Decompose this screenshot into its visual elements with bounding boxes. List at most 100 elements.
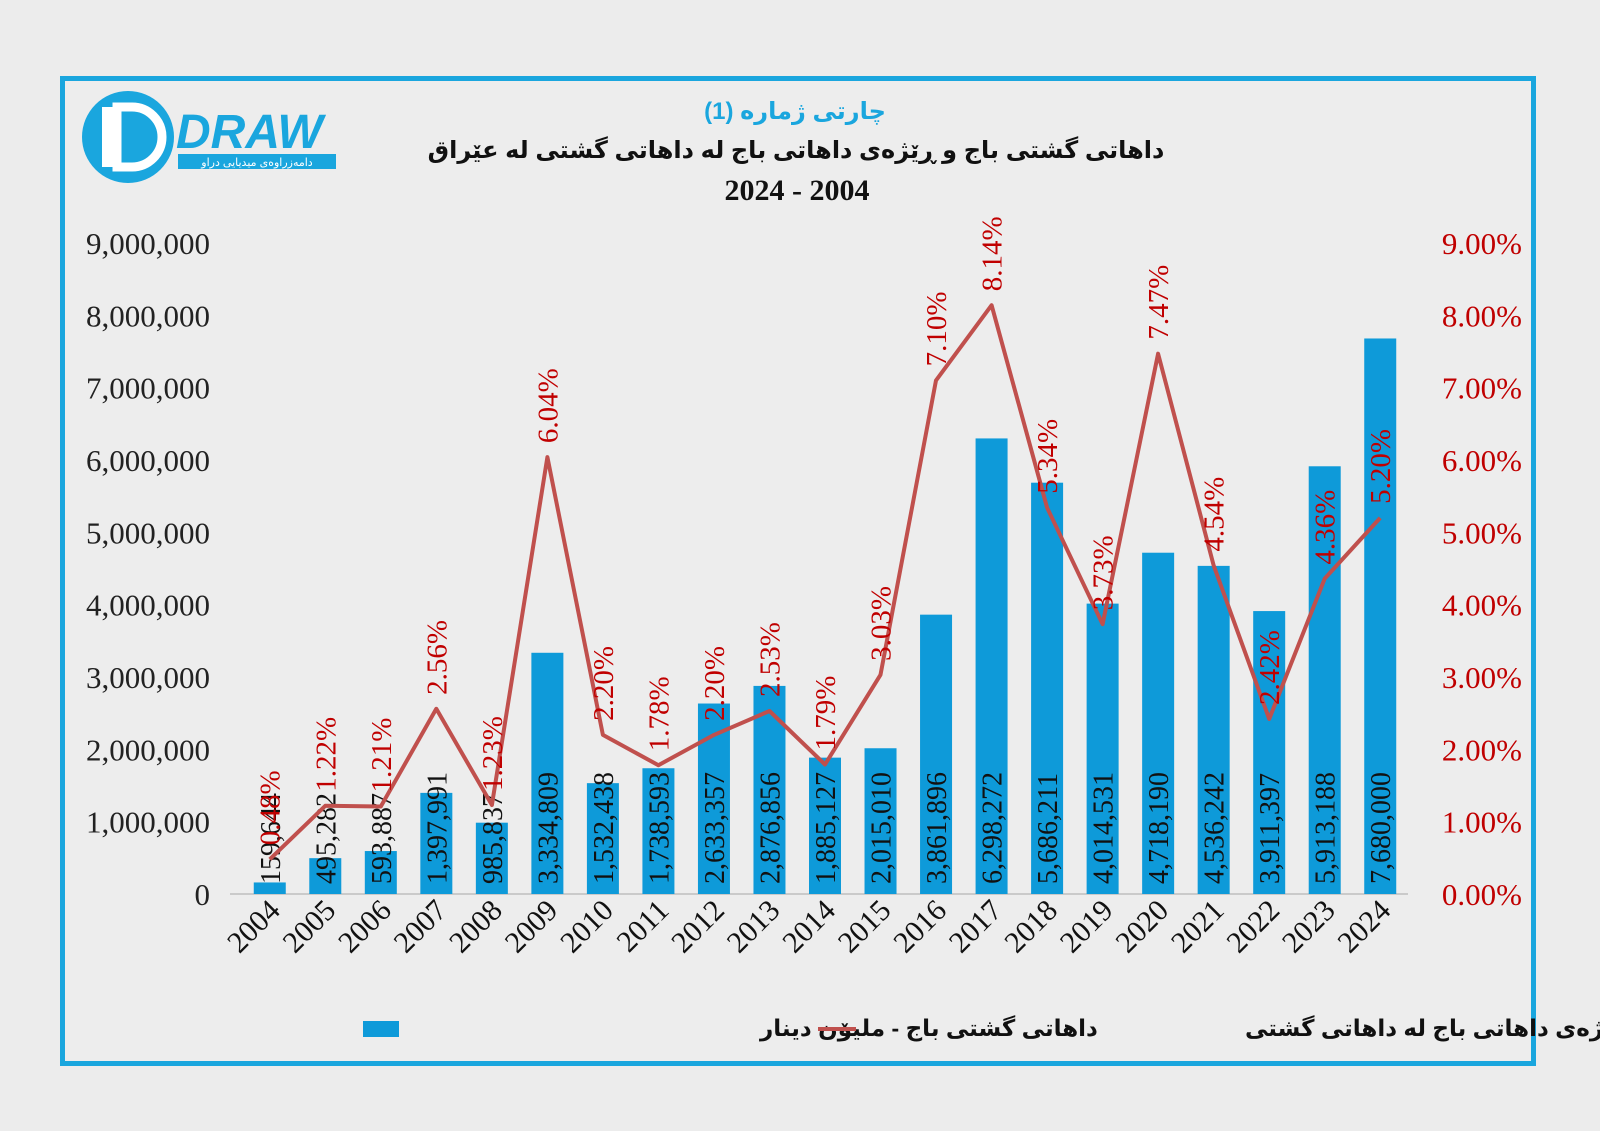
- logo-tagline: دامەزراوەی میدیایی دراو: [200, 157, 313, 169]
- bar: [420, 792, 453, 894]
- bar: [309, 858, 342, 894]
- bar-value-label: 6,298,272: [978, 772, 1009, 884]
- bar: [475, 822, 508, 894]
- bar: [1308, 466, 1341, 894]
- bar-value-label: 2,015,010: [867, 772, 898, 884]
- logo-tagline-bar: [178, 154, 336, 169]
- line-value-label: 1.78%: [643, 676, 675, 751]
- line-value-label: 1.21%: [366, 718, 398, 793]
- x-axis-tick-label: 2014: [776, 894, 842, 960]
- bar-value-label: 4,014,531: [1089, 772, 1120, 884]
- bar-value-label: 7,680,000: [1366, 772, 1397, 884]
- line-value-label: 2.20%: [699, 646, 731, 721]
- x-axis-tick-label: 2007: [388, 894, 454, 960]
- left-axis-tick-label: 4,000,000: [86, 588, 210, 623]
- chart-number: چارتی ژمارە (1): [704, 98, 886, 125]
- left-axis-tick-label: 8,000,000: [86, 298, 210, 333]
- line-value-label: 2.56%: [421, 620, 453, 695]
- x-axis-tick-label: 2012: [665, 894, 731, 960]
- x-axis-tick-label: 2019: [1054, 894, 1120, 960]
- left-axis-tick-label: 9,000,000: [86, 226, 210, 261]
- bar: [1142, 552, 1175, 894]
- bar: [1364, 338, 1397, 895]
- x-axis-tick-label: 2018: [998, 894, 1064, 960]
- x-axis-tick-label: 2020: [1109, 894, 1175, 960]
- bar-value-label: 159,644: [256, 793, 287, 884]
- right-axis-tick-label: 3.00%: [1442, 660, 1522, 695]
- x-axis-tick-label: 2022: [1220, 894, 1286, 960]
- line-value-label: 0.48%: [255, 770, 287, 845]
- x-axis-tick-label: 2008: [443, 894, 509, 960]
- right-axis-tick-label: 1.00%: [1442, 805, 1522, 840]
- line-path: [268, 303, 1382, 861]
- line-value-label: 5.34%: [1032, 419, 1064, 494]
- x-axis-tick-label: 2017: [943, 894, 1009, 960]
- legend-bar-swatch: [363, 1021, 399, 1037]
- line-value-label: 7.10%: [921, 292, 953, 367]
- line-value-label: 2.42%: [1254, 630, 1286, 705]
- bar-value-label: 3,861,896: [922, 772, 953, 884]
- legend: داهاتی گشتی باج - ملیۆن دینار ڕێژەی داها…: [363, 1015, 1600, 1042]
- bar: [531, 652, 564, 894]
- right-axis-tick-label: 2.00%: [1442, 732, 1522, 767]
- x-axis-tick-label: 2011: [610, 894, 675, 959]
- line-value-label: 8.14%: [977, 216, 1009, 291]
- chart-frame: [60, 76, 1536, 1066]
- right-axis-tick-label: 7.00%: [1442, 371, 1522, 406]
- left-axis-tick-label: 2,000,000: [86, 732, 210, 767]
- bar-value-label: 5,913,188: [1311, 772, 1342, 884]
- bar: [586, 783, 619, 894]
- bar-value-label: 2,876,856: [755, 772, 786, 884]
- x-axis-labels: 2004200520062007200820092010201120122013…: [221, 894, 1397, 960]
- bar-value-label: 4,536,242: [1200, 772, 1231, 884]
- right-axis-tick-label: 0.00%: [1442, 877, 1522, 912]
- right-axis-tick-label: 5.00%: [1442, 515, 1522, 550]
- line-value-label: 1.22%: [310, 717, 342, 792]
- bar: [975, 438, 1008, 894]
- left-axis-tick-label: 7,000,000: [86, 371, 210, 406]
- bar-value-labels: 159,644 495,282 593,887 1,397,991 985,837 3,3…: [256, 772, 1397, 884]
- x-axis-tick-label: 2021: [1165, 894, 1231, 960]
- x-axis-tick-label: 2013: [721, 894, 787, 960]
- x-axis-tick-label: 2010: [554, 894, 620, 960]
- right-axis-tick-label: 6.00%: [1442, 443, 1522, 478]
- line-value-label: 3.03%: [866, 586, 898, 661]
- x-axis-tick-label: 2004: [221, 894, 287, 960]
- bar: [364, 851, 397, 894]
- left-axis-tick-label: 1,000,000: [86, 805, 210, 840]
- line-value-label: 3.73%: [1088, 535, 1120, 610]
- bar: [1086, 603, 1119, 894]
- bar-value-label: 3,911,397: [1255, 773, 1286, 884]
- bar: [1031, 482, 1064, 894]
- bar-value-label: 1,397,991: [422, 772, 453, 884]
- bar: [253, 882, 286, 894]
- line-value-label: 4.54%: [1199, 477, 1231, 552]
- x-axis-tick-label: 2006: [332, 894, 398, 960]
- bar: [809, 757, 841, 894]
- bar-value-label: 1,885,127: [811, 772, 842, 884]
- bar-value-label: 2,633,357: [700, 772, 731, 884]
- legend-line-label: ڕێژەی داهاتی باج لە داهاتی گشتی: [1245, 1015, 1600, 1042]
- right-axis-tick-label: 4.00%: [1442, 588, 1522, 623]
- bar: [642, 768, 675, 894]
- right-axis: 0.00% 1.00% 2.00% 3.00% 4.00% 5.00% 6.00% 7.00%…: [1442, 226, 1522, 912]
- line-value-label: 2.20%: [588, 646, 620, 721]
- bar: [1197, 565, 1230, 894]
- bar-value-label: 985,837: [478, 793, 509, 884]
- logo: DRAW دامەزراوەی میدیایی دراو: [82, 91, 336, 183]
- left-axis-tick-label: 5,000,000: [86, 515, 210, 550]
- bar-value-label: 4,718,190: [1144, 772, 1175, 884]
- bar: [864, 748, 897, 894]
- logo-brand: DRAW: [176, 106, 326, 159]
- x-axis-tick-label: 2015: [832, 894, 898, 960]
- x-axis-tick-label: 2024: [1331, 894, 1397, 960]
- line-series: [268, 303, 1382, 861]
- right-axis-tick-label: 9.00%: [1442, 226, 1522, 261]
- left-axis-tick-label: 3,000,000: [86, 660, 210, 695]
- x-axis-tick-label: 2023: [1276, 894, 1342, 960]
- line-value-labels: 0.48% 1.22% 1.21% 2.56% 1.23% 6.04% 2.20% 1.78%…: [255, 216, 1397, 845]
- bar-value-label: 1,532,438: [589, 772, 620, 884]
- x-axis-tick-label: 2009: [499, 894, 565, 960]
- line-value-label: 7.47%: [1143, 265, 1175, 340]
